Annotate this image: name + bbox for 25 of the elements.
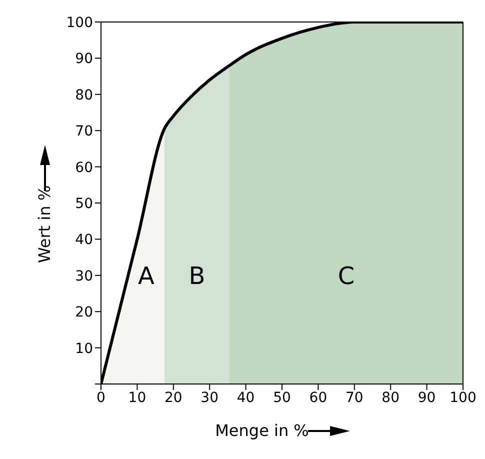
x-tick-label: 100 xyxy=(450,390,476,406)
x-tick-label: 40 xyxy=(236,390,255,406)
x-tick-label: 80 xyxy=(382,390,400,406)
x-tick-label: 50 xyxy=(273,390,291,406)
series-label: B xyxy=(188,262,206,290)
x-tick-label: 70 xyxy=(345,390,364,406)
y-tick-label: 50 xyxy=(75,196,93,212)
x-tick-label: 60 xyxy=(309,390,328,406)
y-tick-label: 20 xyxy=(75,304,93,321)
x-tick-label: 90 xyxy=(418,390,436,406)
y-tick-label: 30 xyxy=(75,268,93,284)
x-tick-label: 0 xyxy=(96,390,106,406)
x-axis-title: Menge in % xyxy=(215,421,309,440)
x-tick-label: 30 xyxy=(200,390,219,406)
series-label: A xyxy=(138,262,156,290)
y-tick-label: 90 xyxy=(75,51,93,68)
y-tick-label: 70 xyxy=(75,124,93,140)
y-tick-label: 80 xyxy=(75,87,93,104)
y-tick-label: 40 xyxy=(75,232,93,248)
y-tick-label: 100 xyxy=(66,14,93,31)
x-tick-label: 20 xyxy=(164,390,182,406)
y-tick-label: 10 xyxy=(75,340,93,357)
y-tick-label: 60 xyxy=(75,160,93,176)
x-tick-label: 10 xyxy=(128,390,146,406)
series-label: C xyxy=(338,262,355,290)
